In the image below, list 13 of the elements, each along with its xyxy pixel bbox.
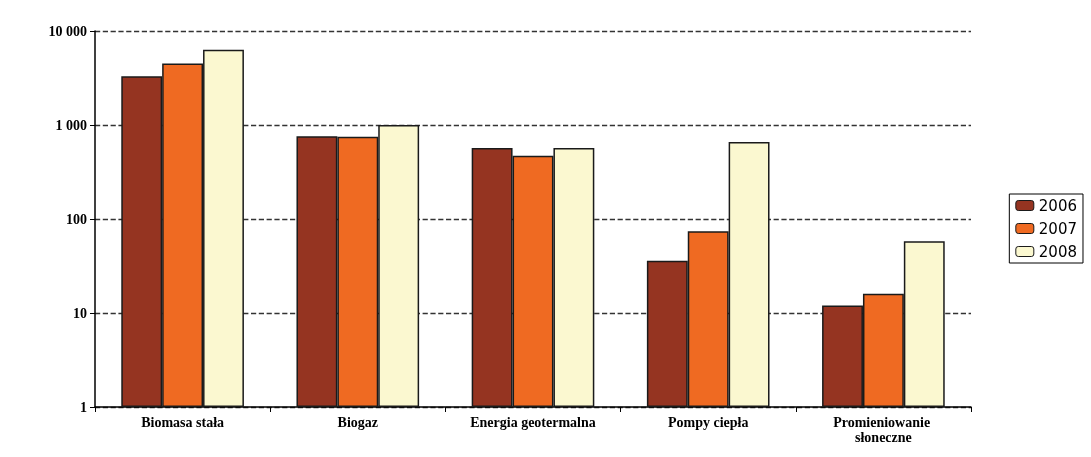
y-tick-label: 1 000: [55, 117, 87, 133]
y-tick-label: 10: [73, 305, 87, 321]
x-tick-label: Energia geotermalna: [470, 415, 596, 430]
x-tick-label: Pompy ciepła: [667, 415, 749, 430]
y-tick-label: 100: [66, 211, 87, 227]
x-tick-label: Biogaz: [337, 415, 379, 430]
legend-label: 2006: [1038, 196, 1078, 215]
legend-label: 2007: [1038, 219, 1078, 238]
legend-label: 2008: [1038, 242, 1078, 261]
y-tick-label: 10 000: [48, 23, 87, 39]
y-tick-label: 1: [80, 399, 87, 415]
x-tick-label: Promieniowanie słoneczne: [833, 415, 934, 445]
x-tick-label: Biomasa stała: [141, 415, 225, 430]
